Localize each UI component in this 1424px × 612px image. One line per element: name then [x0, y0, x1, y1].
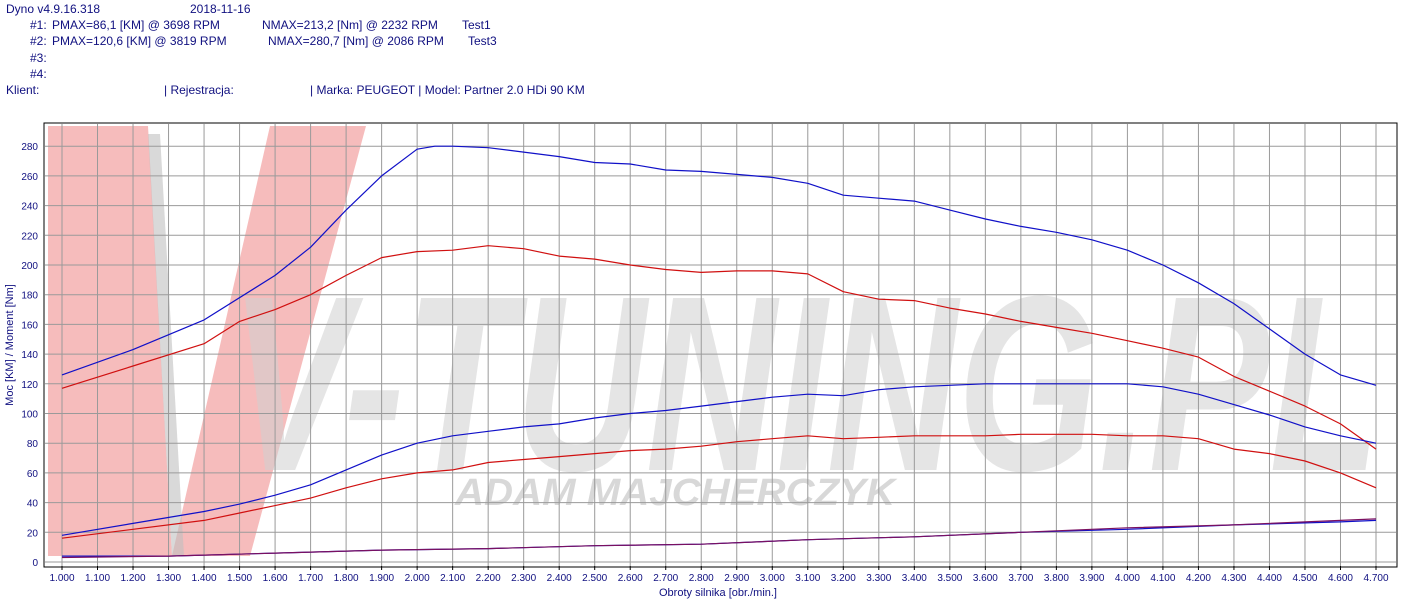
watermark-v-right-stroke	[172, 126, 366, 556]
x-tick-label: 2.600	[618, 573, 643, 584]
x-axis-label: Obroty silnika [obr./min.]	[659, 587, 777, 599]
y-tick-label: 280	[21, 142, 38, 153]
x-tick-label: 1.500	[227, 573, 252, 584]
x-tick-label: 4.400	[1257, 573, 1282, 584]
registration-label: | Rejestracja:	[164, 83, 234, 97]
app-version: Dyno v4.9.16.318	[6, 2, 101, 16]
x-tick-label: 1.600	[263, 573, 288, 584]
x-tick-label: 3.300	[866, 573, 891, 584]
x-tick-label: 1.800	[334, 573, 359, 584]
y-tick-label: 80	[27, 439, 39, 450]
run-2-name: Test3	[468, 34, 497, 48]
x-tick-label: 2.100	[440, 573, 465, 584]
x-tick-label: 3.600	[973, 573, 998, 584]
run-1-pmax: PMAX=86,1 [KM] @ 3698 RPM	[52, 18, 220, 32]
series-line-3	[61, 383, 1377, 536]
x-tick-label: 3.800	[1044, 573, 1069, 584]
y-tick-label: 120	[21, 380, 38, 391]
y-tick-label: 60	[27, 469, 39, 480]
x-tick-label: 1.200	[121, 573, 146, 584]
series-line-4	[61, 433, 1377, 539]
x-tick-label: 2.700	[653, 573, 678, 584]
x-tick-label: 1.300	[156, 573, 181, 584]
watermark-v-shadow	[148, 134, 184, 556]
y-tick-label: 160	[21, 320, 38, 331]
run-4-slot: #4:	[30, 67, 47, 81]
y-axis-ticks: 0 20 40 60 80 100 120 140 160 180 200 220 240 260 280	[21, 142, 38, 569]
client-label: Klient:	[6, 83, 40, 97]
series-line-1	[61, 145, 1377, 386]
x-tick-label: 4.500	[1292, 573, 1317, 584]
run-3-slot: #3:	[30, 51, 47, 65]
x-tick-label: 2.300	[511, 573, 536, 584]
series-line-2	[61, 245, 1377, 450]
x-tick-label: 4.600	[1328, 573, 1353, 584]
x-tick-label: 4.200	[1186, 573, 1211, 584]
y-axis-label: Moc [KM] / Moment [Nm]	[4, 284, 16, 406]
x-tick-label: 1.100	[85, 573, 110, 584]
x-tick-label: 1.700	[298, 573, 323, 584]
run-1-nmax: NMAX=213,2 [Nm] @ 2232 RPM	[262, 18, 438, 32]
x-tick-label: 4.100	[1150, 573, 1175, 584]
run-1-name: Test1	[462, 18, 491, 32]
x-tick-label: 2.000	[405, 573, 430, 584]
x-tick-label: 2.500	[582, 573, 607, 584]
y-tick-label: 40	[27, 499, 39, 510]
x-tick-label: 1.000	[49, 573, 74, 584]
y-tick-label: 0	[32, 558, 38, 569]
y-tick-label: 180	[21, 291, 38, 302]
series-line-6	[61, 518, 1377, 559]
x-tick-label: 3.700	[1008, 573, 1033, 584]
x-tick-label: 3.500	[937, 573, 962, 584]
x-tick-label: 3.100	[795, 573, 820, 584]
y-tick-label: 220	[21, 231, 38, 242]
x-axis-ticks: 1.000 1.100 1.200 1.300 1.400 1.500 1.600 1.700…	[49, 566, 1389, 584]
x-tick-label: 2.200	[476, 573, 501, 584]
x-tick-label: 1.400	[192, 573, 217, 584]
x-tick-label: 2.400	[547, 573, 572, 584]
vehicle-make-model: | Marka: PEUGEOT | Model: Partner 2.0 HD…	[310, 83, 585, 97]
run-2-slot: #2:	[30, 34, 47, 48]
y-tick-label: 20	[27, 528, 39, 539]
x-tick-label: 1.900	[369, 573, 394, 584]
run-2-nmax: NMAX=280,7 [Nm] @ 2086 RPM	[268, 34, 444, 48]
run-1-slot: #1:	[30, 18, 47, 32]
y-tick-label: 140	[21, 350, 38, 361]
x-tick-label: 4.700	[1363, 573, 1388, 584]
y-tick-label: 260	[21, 172, 38, 183]
x-tick-label: 4.300	[1221, 573, 1246, 584]
x-tick-label: 4.000	[1115, 573, 1140, 584]
x-tick-label: 2.900	[724, 573, 749, 584]
y-tick-label: 200	[21, 261, 38, 272]
run-2-pmax: PMAX=120,6 [KM] @ 3819 RPM	[52, 34, 227, 48]
report-date: 2018-11-16	[190, 2, 251, 16]
y-tick-label: 240	[21, 202, 38, 213]
x-tick-label: 2.800	[689, 573, 714, 584]
x-tick-label: 3.000	[760, 573, 785, 584]
watermark-owner: ADAM MAJCHERCZYK	[454, 472, 898, 514]
x-tick-label: 3.900	[1079, 573, 1104, 584]
y-tick-label: 100	[21, 410, 38, 421]
x-tick-label: 3.400	[902, 573, 927, 584]
watermark-v-left-stroke	[48, 126, 172, 556]
x-tick-label: 3.200	[831, 573, 856, 584]
series-layer	[61, 145, 1377, 559]
